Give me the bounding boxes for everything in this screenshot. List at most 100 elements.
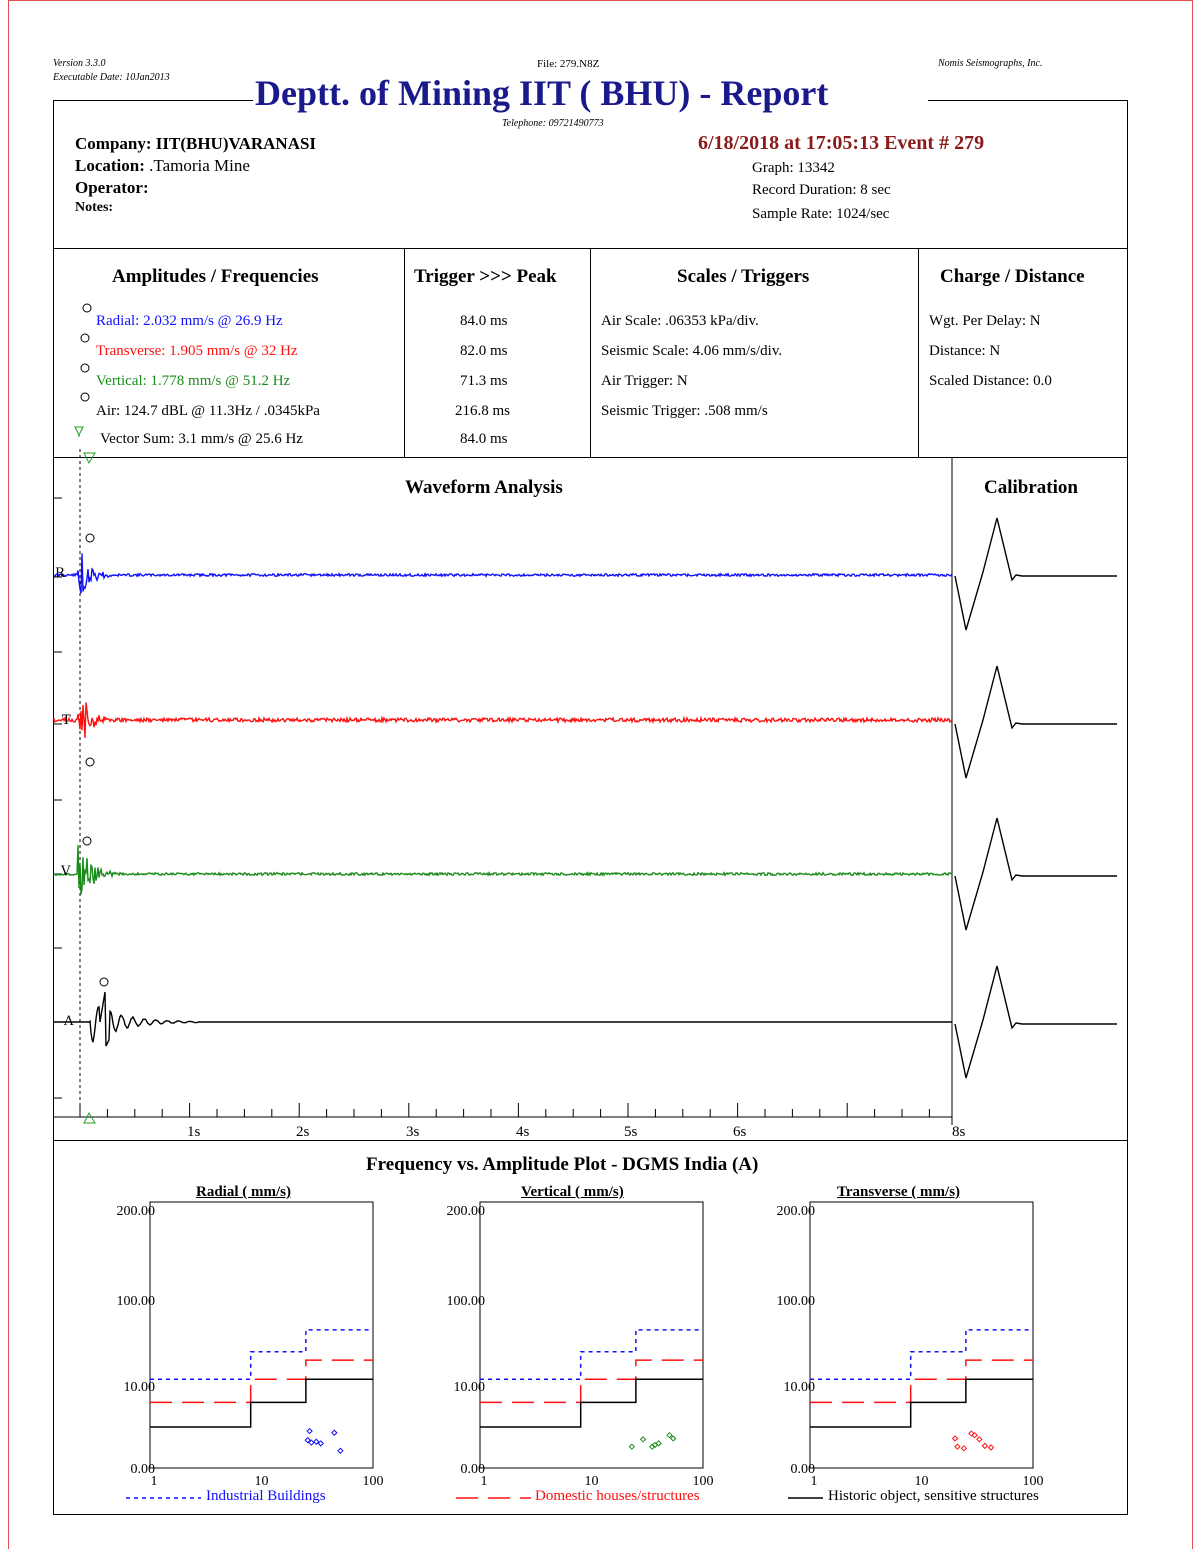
data-point xyxy=(987,1444,995,1451)
time-label-1s: 1s xyxy=(187,1124,201,1140)
scales-title: Scales / Triggers xyxy=(677,266,810,287)
y-tick-label: 0.00 xyxy=(461,1462,486,1477)
waveform-divider xyxy=(53,1140,1128,1141)
domestic-limit-line xyxy=(150,1359,373,1404)
historic-limit-line xyxy=(810,1378,1033,1428)
waveform-plot xyxy=(53,449,1117,1125)
notes-label: Notes: xyxy=(75,200,114,215)
air-scale: Air Scale: .06353 kPa/div. xyxy=(601,313,759,329)
calibration-pulse xyxy=(954,517,1117,631)
header-rule-left xyxy=(53,100,253,101)
legend-domestic-label: Domestic houses/structures xyxy=(535,1488,700,1504)
vector-trigger-marker xyxy=(74,426,84,437)
air-peak-marker xyxy=(80,392,90,402)
y-tick-label: 200.00 xyxy=(447,1204,486,1219)
channel-label-a: A xyxy=(64,1014,74,1029)
vertical-amplitude: Vertical: 1.778 mm/s @ 51.2 Hz xyxy=(96,373,291,389)
industrial-limit-line xyxy=(150,1329,373,1380)
x-tick-label: 1 xyxy=(811,1474,818,1489)
x-tick-label: 1 xyxy=(151,1474,158,1489)
scaled-distance: Scaled Distance: 0.0 xyxy=(929,373,1052,389)
data-point xyxy=(331,1429,338,1436)
data-point xyxy=(639,1436,647,1443)
y-tick-label: 100.00 xyxy=(117,1294,156,1309)
frequency-plot-title: Frequency vs. Amplitude Plot - DGMS Indi… xyxy=(366,1154,759,1175)
y-tick-label: 10.00 xyxy=(454,1380,486,1395)
data-point xyxy=(960,1445,968,1452)
trigger-title: Trigger >>> Peak xyxy=(414,266,557,287)
seismic-trigger: Seismic Trigger: .508 mm/s xyxy=(601,403,768,419)
historic-limit-line xyxy=(150,1378,373,1428)
air-peak-marker xyxy=(99,977,109,987)
vertical-plot-title: Vertical ( mm/s) xyxy=(521,1184,624,1200)
header-rule-right xyxy=(928,100,1128,101)
operator-label: Operator: xyxy=(75,178,149,197)
location-row: Location: .Tamoria Mine xyxy=(75,156,250,176)
legend-domestic-line xyxy=(456,1497,531,1499)
seismic-scale: Seismic Scale: 4.06 mm/s/div. xyxy=(601,343,783,359)
distance: Distance: N xyxy=(929,343,1001,359)
industrial-limit-line xyxy=(810,1329,1033,1380)
box-bottom-border xyxy=(53,1514,1128,1515)
y-tick-label: 200.00 xyxy=(777,1204,816,1219)
sample-rate: Sample Rate: 1024/sec xyxy=(752,206,890,222)
box-left-border xyxy=(53,100,54,1515)
domestic-limit-line xyxy=(810,1359,1033,1404)
transverse-trace xyxy=(53,702,953,738)
y-tick-label: 10.00 xyxy=(784,1380,816,1395)
plot-frame xyxy=(809,1201,1034,1469)
time-axis-labels: 1s 2s 3s 4s 5s 6s 8s xyxy=(0,1124,1194,1142)
data-point xyxy=(669,1435,677,1442)
data-point xyxy=(308,1439,315,1446)
box-right-border xyxy=(1127,100,1128,1515)
x-tick-label: 100 xyxy=(363,1474,384,1489)
y-tick-label: 100.00 xyxy=(777,1294,816,1309)
channel-label-r: R xyxy=(55,566,65,581)
transverse-amplitude: Transverse: 1.905 mm/s @ 32 Hz xyxy=(96,343,298,359)
legend-industrial-label: Industrial Buildings xyxy=(206,1488,326,1504)
col-divider-3 xyxy=(918,248,919,458)
data-point xyxy=(976,1436,983,1443)
radial-amplitude: Radial: 2.032 mm/s @ 26.9 Hz xyxy=(96,313,283,329)
time-label-6s: 6s xyxy=(733,1124,747,1140)
calibration-pulse xyxy=(954,817,1117,931)
data-point xyxy=(981,1442,989,1450)
location-value: .Tamoria Mine xyxy=(149,156,250,175)
calibration-pulse xyxy=(954,965,1117,1079)
time-label-5s: 5s xyxy=(624,1124,638,1140)
col-divider-2 xyxy=(590,248,591,458)
page-frame xyxy=(8,0,1193,1549)
y-tick-label: 10.00 xyxy=(124,1380,156,1395)
graph-number: Graph: 13342 xyxy=(752,160,835,176)
trigger-transverse: 82.0 ms xyxy=(460,343,508,359)
calibration-title: Calibration xyxy=(984,477,1078,498)
data-point xyxy=(304,1436,311,1444)
transverse-peak-marker xyxy=(85,757,95,767)
x-tick-label: 100 xyxy=(1023,1474,1044,1489)
vendor-text: Nomis Seismographs, Inc. xyxy=(938,58,1043,69)
time-label-8s: 8s xyxy=(952,1124,966,1140)
air-trace xyxy=(54,991,952,1047)
company-label: Company: xyxy=(75,134,152,153)
trigger-air: 216.8 ms xyxy=(455,403,511,419)
data-point xyxy=(968,1430,975,1437)
location-label: Location: xyxy=(75,156,145,175)
calibration-pulse xyxy=(954,665,1117,779)
company-value: IIT(BHU)VARANASI xyxy=(155,134,317,153)
file-name-text: File: 279.N8Z xyxy=(537,58,600,70)
data-point xyxy=(951,1435,959,1442)
data-point xyxy=(317,1440,324,1447)
record-duration: Record Duration: 8 sec xyxy=(752,182,891,198)
version-text: Version 3.3.0 xyxy=(53,58,106,69)
waveform-title: Waveform Analysis xyxy=(405,477,563,498)
y-tick-label: 0.00 xyxy=(791,1462,816,1477)
data-point xyxy=(313,1438,320,1445)
air-amplitude: Air: 124.7 dBL @ 11.3Hz / .0345kPa xyxy=(96,403,320,419)
x-tick-label: 10 xyxy=(255,1474,269,1489)
data-point xyxy=(666,1431,673,1439)
trigger-vector: 84.0 ms xyxy=(460,431,508,447)
executable-date-text: Executable Date: 10Jan2013 xyxy=(53,72,170,83)
data-point xyxy=(971,1431,978,1439)
industrial-limit-line xyxy=(480,1329,703,1380)
